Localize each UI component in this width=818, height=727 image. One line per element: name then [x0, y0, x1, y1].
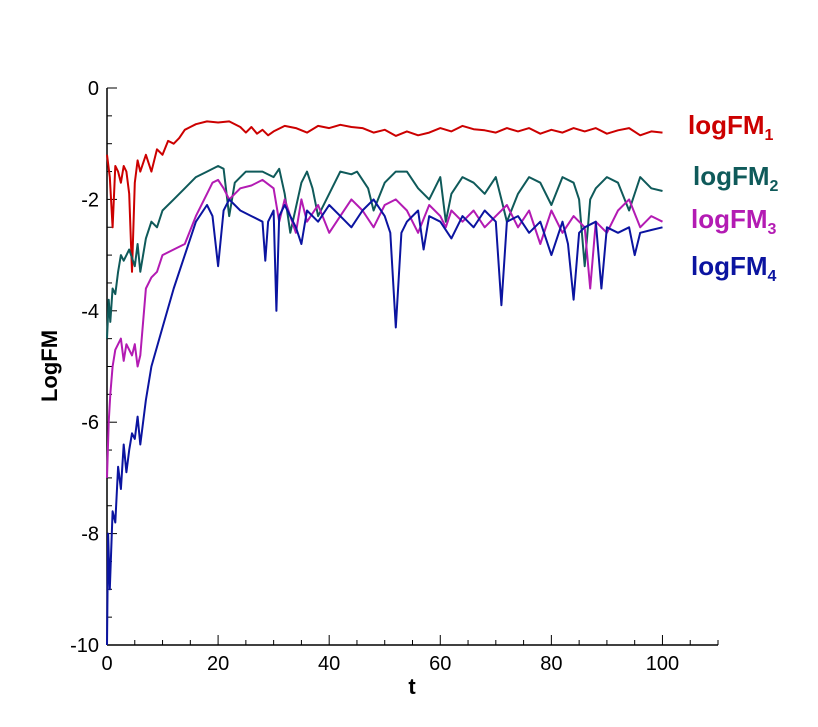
legend-label-logfm1-sub: 1: [765, 127, 774, 144]
series-line-logfm1: [106, 120, 663, 273]
series-lines: [106, 120, 663, 646]
x-tick-label: 80: [540, 653, 562, 675]
y-axis-title: LogFM: [37, 330, 62, 402]
x-tick-label: 40: [318, 653, 340, 675]
series-line-logfm3: [106, 178, 663, 478]
series-line-logfm4: [106, 198, 663, 646]
x-tick-label: 60: [429, 653, 451, 675]
legend-label-logfm4-main: logFM: [691, 251, 768, 281]
legend-label-logfm2-main: logFM: [693, 161, 770, 191]
legend-label-logfm4: logFM4: [691, 251, 777, 285]
series-line-logfm2: [106, 165, 663, 339]
y-tick-label: -8: [81, 524, 99, 546]
tick-labels: 0 20 40 60 80 100 -10 -8 -6 -4 -2 0: [70, 78, 679, 675]
legend-label-logfm3-main: logFM: [691, 204, 768, 234]
legend-label-logfm1: logFM1: [688, 110, 774, 144]
legend-label-logfm2-sub: 2: [770, 178, 779, 195]
legend-label-logfm3: logFM3: [691, 204, 777, 238]
x-axis-title: t: [408, 674, 416, 699]
y-tick-label: 0: [88, 78, 99, 100]
y-tick-label: -10: [70, 635, 99, 657]
x-tick-label: 20: [207, 653, 229, 675]
y-tick-label: -4: [81, 301, 99, 323]
legend-label-logfm4-sub: 4: [768, 268, 777, 285]
axes: [106, 88, 718, 646]
legend-label-logfm2: logFM2: [693, 161, 779, 195]
legend-label-logfm3-sub: 3: [768, 221, 777, 238]
x-tick-label: 0: [101, 653, 112, 675]
y-tick-label: -2: [81, 189, 99, 211]
y-tick-label: -6: [81, 412, 99, 434]
legend-label-logfm1-main: logFM: [688, 110, 765, 140]
x-tick-label: 100: [646, 653, 679, 675]
tick-marks: [106, 87, 719, 646]
legend: logFM1 logFM2 logFM3 logFM4: [688, 110, 779, 285]
